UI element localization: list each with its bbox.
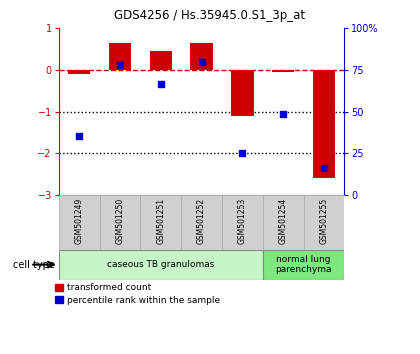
Text: GSM501249: GSM501249 [75, 198, 84, 244]
Point [198, 59, 205, 65]
Text: GSM501250: GSM501250 [116, 198, 124, 244]
Bar [272, 70, 294, 72]
Bar [100, 195, 140, 250]
Bar [181, 195, 222, 250]
Point [320, 165, 327, 171]
Point [158, 82, 164, 87]
Text: GSM501255: GSM501255 [320, 198, 328, 244]
Text: GSM501252: GSM501252 [197, 198, 206, 244]
Bar [231, 70, 254, 116]
Bar [263, 195, 304, 250]
Text: caseous TB granulomas: caseous TB granulomas [107, 260, 215, 269]
Point [76, 134, 83, 139]
Bar [59, 195, 100, 250]
Point [239, 150, 246, 156]
Text: GSM501251: GSM501251 [156, 198, 165, 244]
Bar [59, 250, 263, 280]
Bar [109, 43, 131, 70]
Text: normal lung
parenchyma: normal lung parenchyma [276, 255, 332, 274]
Point [117, 62, 123, 68]
Text: GSM501253: GSM501253 [238, 198, 247, 244]
Bar [68, 70, 90, 74]
Legend: transformed count, percentile rank within the sample: transformed count, percentile rank withi… [55, 283, 220, 305]
Point [280, 111, 286, 116]
Bar [140, 195, 181, 250]
Text: GDS4256 / Hs.35945.0.S1_3p_at: GDS4256 / Hs.35945.0.S1_3p_at [114, 9, 306, 22]
Bar [263, 250, 344, 280]
Bar [190, 43, 213, 70]
Bar [150, 51, 172, 70]
Bar [304, 195, 344, 250]
Bar [313, 70, 335, 178]
Bar [222, 195, 263, 250]
Text: GSM501254: GSM501254 [279, 198, 288, 244]
Text: cell type: cell type [13, 259, 55, 270]
